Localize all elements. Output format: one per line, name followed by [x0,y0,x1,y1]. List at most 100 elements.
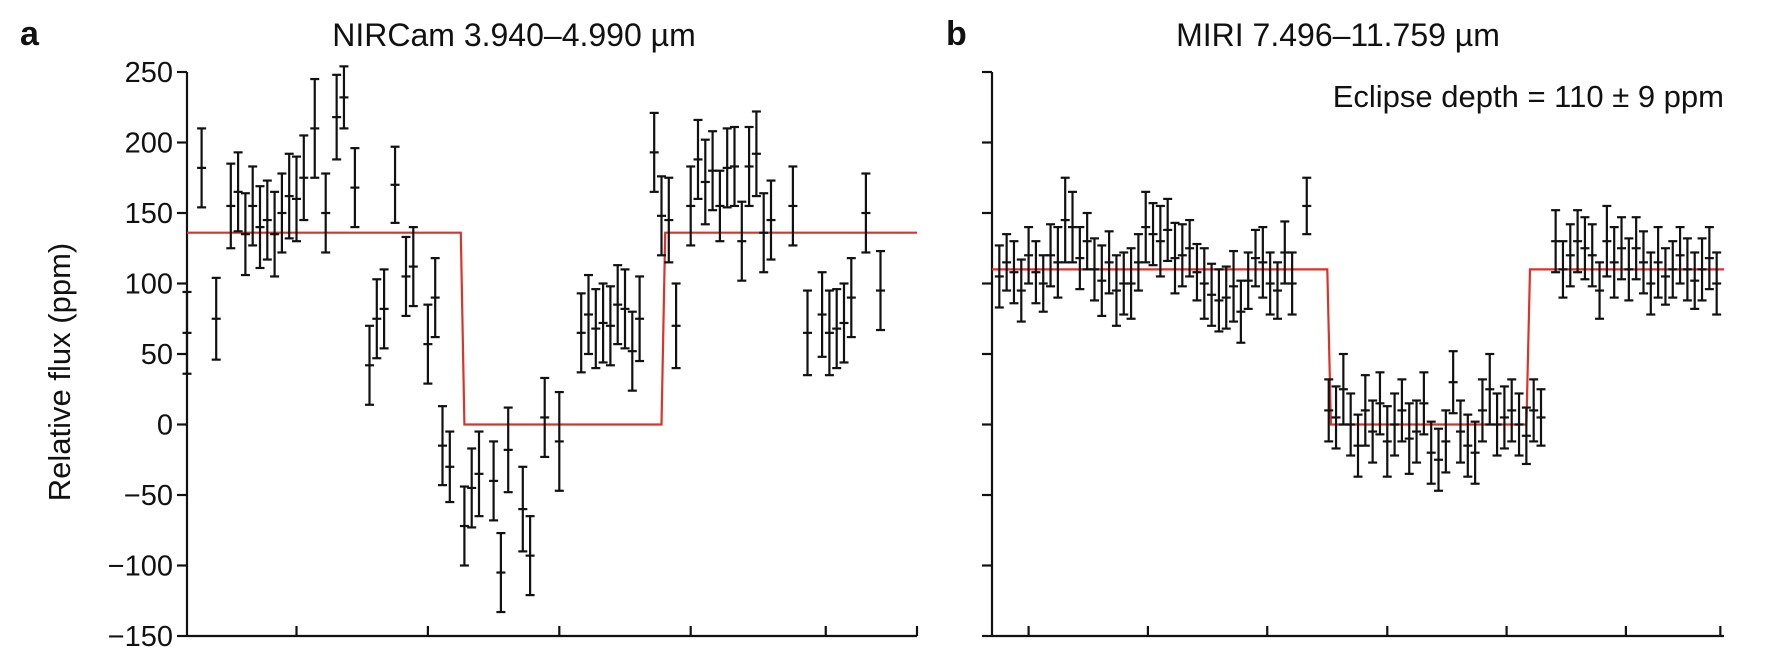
data-point [332,73,342,161]
data-point [1229,249,1239,323]
data-point [226,162,236,250]
data-point [803,289,812,377]
data-point [759,192,769,274]
data-point [846,257,856,339]
data-point [737,200,747,282]
data-point [1602,204,1612,278]
data-point [1690,251,1700,310]
data-point [730,125,739,208]
data-point [1068,190,1078,264]
panel-b-axes [982,70,1724,638]
data-point [613,264,623,346]
y-tick-label: −50 [124,480,173,512]
data-point [671,282,681,370]
y-tick-label: 50 [141,339,173,371]
y-tick-label: −100 [108,551,173,583]
data-point [722,127,732,209]
y-tick-label: 150 [125,198,173,230]
data-point [240,192,250,277]
y-tick-label: −150 [108,621,173,653]
data-point [1573,209,1583,274]
data-point [649,111,659,193]
data-point [994,244,1004,309]
data-point [459,485,469,567]
data-point [292,155,301,243]
data-point [467,447,477,529]
data-point [1712,251,1722,316]
data-point [1660,247,1670,306]
data-point [1558,240,1568,299]
data-point [1016,258,1026,323]
y-tick-label: 0 [157,410,173,442]
data-point [1075,226,1085,291]
data-point [657,175,666,257]
data-point [1002,233,1012,292]
data-point [1060,176,1070,264]
data-point [1126,247,1136,320]
data-point [1375,371,1385,436]
data-point [1324,378,1334,443]
data-point [1368,399,1378,464]
data-point [408,226,418,308]
data-point [1682,237,1692,302]
data-point [1382,405,1392,478]
data-point [1638,230,1648,295]
data-point [715,169,725,243]
data-point [832,288,842,370]
data-point [1214,268,1224,333]
data-point [1148,202,1158,267]
data-point [1412,399,1422,464]
data-point [277,172,287,254]
data-point [788,165,798,247]
data-point [1580,216,1590,281]
panel-a-y-tick-labels: 250 200 150 100 50 0 −50 −100 −150 [108,57,173,653]
data-point [1251,228,1261,288]
data-point [1272,261,1282,320]
y-axis-label: Relative flux (ppm) [42,243,77,501]
data-point [310,77,320,179]
panel-a-title: NIRCam 3.940–4.990 µm [332,17,696,53]
data-point [1097,244,1107,318]
data-point [824,289,834,377]
data-point [379,268,389,350]
data-point [1470,420,1480,485]
data-point [489,440,499,522]
data-point [1485,352,1495,426]
data-point [1177,223,1187,288]
data-point [1507,378,1517,443]
panel-a-model-curve [187,231,917,426]
data-point [365,324,374,406]
data-point [576,292,586,374]
data-point [1492,392,1502,457]
data-point [423,303,433,385]
data-point [1163,197,1173,263]
data-point [861,172,871,254]
data-point [554,390,564,492]
data-point [518,465,528,553]
data-point [1397,378,1407,443]
data-point [591,288,601,370]
data-point [1455,399,1465,464]
data-point [1185,218,1195,278]
panel-a: a NIRCam 3.940–4.990 µm Relative flux (p… [20,15,919,653]
data-point [1170,221,1180,295]
data-point [598,282,608,364]
panel-a-data-points [182,65,885,614]
data-point [1536,388,1546,447]
data-point [1089,237,1099,302]
data-point [1346,392,1356,457]
data-point [299,134,309,222]
data-point [817,271,827,358]
panel-a-axes [177,70,919,638]
data-point [1514,392,1524,457]
panel-a-letter: a [20,15,40,53]
data-point [1521,406,1531,466]
data-point [1243,251,1253,310]
data-point [503,406,513,494]
data-point [1258,226,1268,299]
data-point [766,179,776,261]
data-point [474,430,484,518]
data-point [1697,237,1707,302]
y-tick-label: 100 [125,269,173,301]
